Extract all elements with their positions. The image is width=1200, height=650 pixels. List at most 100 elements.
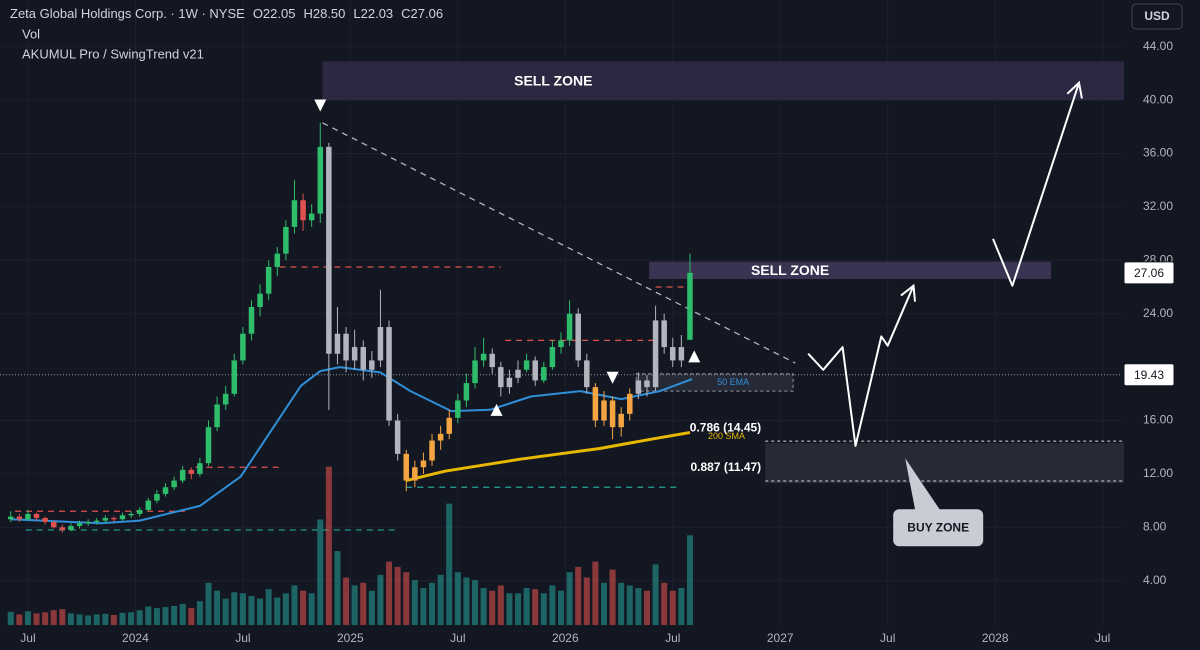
y-tick-label: 12.00 xyxy=(1143,466,1173,480)
candle-body xyxy=(386,327,392,421)
y-tick-label: 44.00 xyxy=(1143,39,1173,53)
candle-body xyxy=(506,377,513,388)
candle-body xyxy=(498,367,504,388)
volume-bar xyxy=(420,588,427,625)
volume-bar xyxy=(59,609,66,625)
x-tick-label: Jul xyxy=(1095,631,1110,645)
candle-body xyxy=(523,360,530,370)
candle-body xyxy=(154,493,160,501)
x-tick-label: 2024 xyxy=(122,631,149,645)
volume-bar xyxy=(368,590,375,625)
volume-bar xyxy=(85,615,92,625)
volume-bar xyxy=(497,585,504,625)
volume-bar xyxy=(239,593,246,625)
candle-body xyxy=(248,307,255,334)
volume-bar xyxy=(566,572,573,625)
candle-body xyxy=(68,525,74,530)
y-tick-label: 40.00 xyxy=(1143,92,1173,106)
candle-body xyxy=(59,527,66,530)
volume-bar xyxy=(136,610,143,625)
fib-label: 0.786 (14.45) xyxy=(690,420,761,434)
volume-bar xyxy=(24,611,31,625)
ema-box xyxy=(635,373,794,392)
volume-bar xyxy=(377,574,384,625)
signal-marker xyxy=(606,371,619,384)
volume-bar xyxy=(583,577,590,625)
volume-bar xyxy=(429,582,436,625)
volume-bar xyxy=(300,590,307,625)
candle-body xyxy=(515,369,521,378)
candle-body xyxy=(171,480,177,488)
candle-body xyxy=(7,516,14,520)
candle-body xyxy=(334,333,341,354)
volume-bar xyxy=(523,588,530,625)
volume-bar xyxy=(93,614,100,625)
price-badge-label: 19.43 xyxy=(1134,368,1164,382)
volume-bar xyxy=(153,608,160,625)
volume-bar xyxy=(626,585,633,625)
y-tick-label: 8.00 xyxy=(1143,519,1167,533)
volume-bar xyxy=(274,597,281,625)
volume-bar xyxy=(437,574,444,625)
volume-bar xyxy=(394,566,401,625)
volume-bar xyxy=(463,577,470,625)
candle-body xyxy=(265,266,272,294)
x-tick-label: 2025 xyxy=(337,631,364,645)
candle-body xyxy=(93,520,100,522)
moving-average xyxy=(405,431,691,483)
candle-body xyxy=(291,200,298,227)
candle-body xyxy=(136,509,143,514)
plot-area: SELL ZONE SELL ZONE BUY ZONE 0.786 (14.45) 0… xyxy=(0,0,1124,625)
candle-body xyxy=(558,340,564,348)
candle-body xyxy=(609,400,616,428)
candle-body xyxy=(678,347,685,361)
candle-body xyxy=(119,515,126,520)
x-tick-label: Jul xyxy=(880,631,895,645)
volume-bar xyxy=(33,613,40,625)
volume-bar xyxy=(205,582,212,625)
candle-body xyxy=(412,467,418,481)
projection-path xyxy=(807,285,915,447)
fib-label: 0.887 (11.47) xyxy=(690,460,761,474)
volume-bar xyxy=(343,577,350,625)
price-badge-label: 27.06 xyxy=(1134,266,1164,280)
candle-body xyxy=(566,313,573,341)
candle-body xyxy=(455,400,461,418)
trendline xyxy=(322,122,796,364)
x-tick-label: 2026 xyxy=(552,631,579,645)
ohlc-high: H28.50 xyxy=(303,6,345,21)
candle-body xyxy=(618,413,624,428)
candle-body xyxy=(377,327,384,361)
candle-body xyxy=(283,226,289,254)
zone-label: SELL ZONE xyxy=(514,72,592,88)
candle-body xyxy=(369,360,375,370)
volume-bar xyxy=(575,566,582,625)
candle-body xyxy=(317,146,324,214)
currency[interactable]: USD xyxy=(1144,9,1170,23)
candle-body xyxy=(429,440,435,461)
x-tick-label: 2028 xyxy=(982,631,1009,645)
candle-body xyxy=(308,213,315,221)
zone xyxy=(322,61,1124,101)
currency-button[interactable] xyxy=(1131,3,1183,30)
axes: 4.008.0012.0016.0024.0028.0032.0036.0040… xyxy=(20,39,1175,645)
candle-body xyxy=(549,347,556,368)
zone-label: SELL ZONE xyxy=(751,262,829,278)
y-tick-label: 36.00 xyxy=(1143,146,1173,160)
volume-bar xyxy=(265,589,272,625)
volume-label: Vol xyxy=(22,26,40,41)
candle-body xyxy=(532,360,538,381)
volume-bar xyxy=(549,585,556,625)
candle-body xyxy=(687,272,693,340)
candle-body xyxy=(42,517,48,522)
volume-bar xyxy=(16,614,23,625)
candle-body xyxy=(403,453,409,481)
candle-body xyxy=(670,347,676,361)
arrow-head xyxy=(900,283,917,302)
volume-bar xyxy=(214,590,221,625)
volume-bar xyxy=(661,582,668,625)
signal-marker xyxy=(490,403,503,416)
candle-body xyxy=(472,360,478,384)
